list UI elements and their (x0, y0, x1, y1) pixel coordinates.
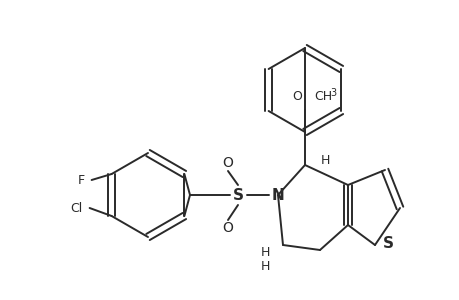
Text: S: S (382, 236, 392, 250)
Text: CH: CH (313, 89, 331, 103)
Text: Cl: Cl (70, 202, 83, 214)
Text: O: O (222, 156, 233, 170)
Text: H: H (260, 260, 269, 274)
Text: N: N (271, 188, 284, 202)
Text: O: O (222, 221, 233, 235)
Text: 3: 3 (329, 88, 336, 98)
Text: F: F (78, 173, 85, 187)
Text: O: O (291, 89, 301, 103)
Text: S: S (232, 188, 243, 202)
Text: H: H (260, 247, 269, 260)
Text: H: H (319, 154, 329, 166)
